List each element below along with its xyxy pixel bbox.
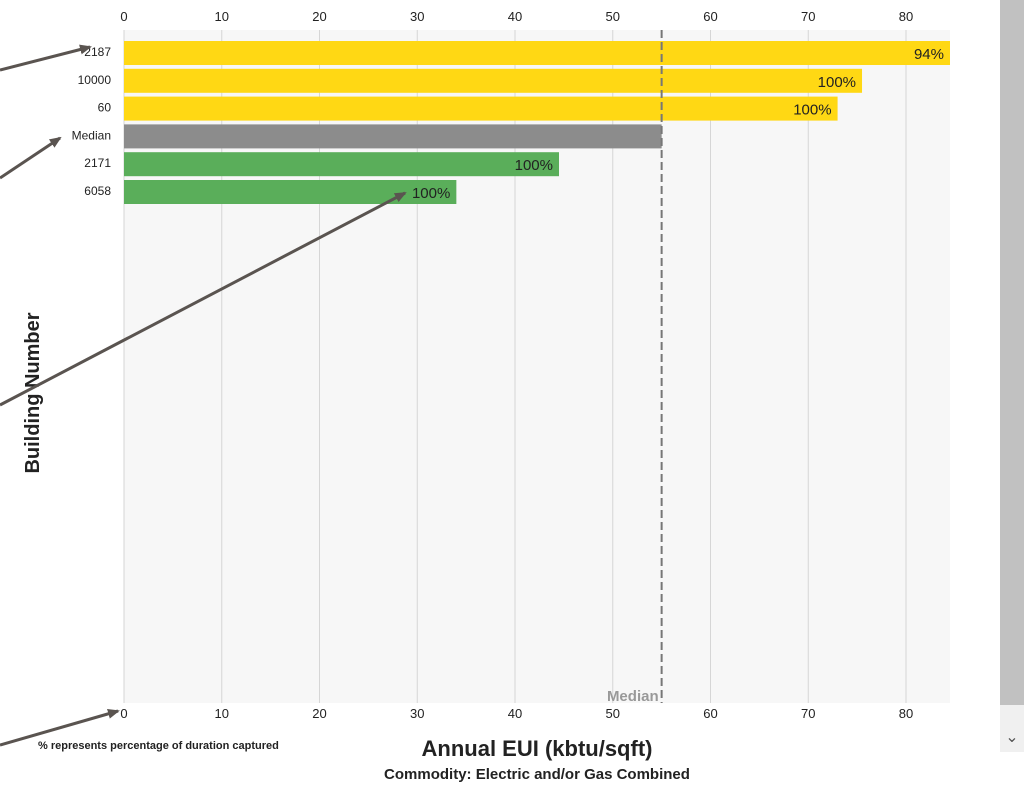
bar-value-label: 100% (515, 157, 553, 174)
category-label: 2171 (84, 156, 111, 170)
median-line-label: Median (607, 688, 659, 705)
x-tick-label-top: 30 (410, 9, 424, 24)
chart: 0 10 20 30 40 50 60 70 80 0 10 20 30 40 50 60 70 80 94% 1… (0, 9, 950, 783)
bottom-axis-ticks: 0 10 20 30 40 50 60 70 80 (120, 706, 913, 721)
bar-value-label: 100% (793, 102, 831, 119)
bar (124, 180, 457, 204)
category-label: Median (72, 128, 111, 142)
x-tick-label-bottom: 20 (312, 706, 326, 721)
y-axis-title: Building Number (22, 312, 44, 473)
bar (124, 96, 838, 121)
bar (124, 124, 662, 149)
x-tick-label-bottom: 50 (606, 706, 620, 721)
x-tick-label-top: 70 (801, 9, 815, 24)
x-tick-label-top: 80 (899, 9, 913, 24)
vertical-scrollbar[interactable]: ⌄ (1000, 0, 1024, 752)
annotation-arrow (0, 136, 62, 180)
bar-value-label: 100% (818, 74, 856, 91)
top-axis-ticks: 0 10 20 30 40 50 60 70 80 (120, 9, 913, 24)
category-label: 6058 (84, 184, 111, 198)
footnote: % represents percentage of duration capt… (38, 740, 279, 752)
x-tick-label-bottom: 10 (215, 706, 229, 721)
chart-subtitle: Commodity: Electric and/or Gas Combined (384, 766, 690, 783)
bar (124, 41, 950, 65)
bar-value-label: 100% (412, 185, 450, 202)
scrollbar-thumb[interactable] (1000, 0, 1024, 705)
x-tick-label-top: 10 (215, 9, 229, 24)
chevron-down-icon[interactable]: ⌄ (1005, 727, 1019, 746)
x-tick-label-bottom: 0 (120, 706, 127, 721)
x-tick-label-bottom: 30 (410, 706, 424, 721)
x-tick-label-top: 0 (120, 9, 127, 24)
bar (124, 152, 559, 177)
annotation-arrow (0, 708, 120, 747)
x-tick-label-top: 20 (312, 9, 326, 24)
annotation-arrow (0, 44, 92, 72)
x-tick-label-bottom: 60 (703, 706, 717, 721)
x-tick-label-bottom: 80 (899, 706, 913, 721)
x-axis-title: Annual EUI (kbtu/sqft) (422, 736, 653, 761)
bar (124, 68, 863, 93)
bars: 94% 100% 100% 100% 100% (124, 41, 950, 204)
x-tick-label-top: 50 (606, 9, 620, 24)
x-tick-label-top: 40 (508, 9, 522, 24)
x-tick-label-bottom: 40 (508, 706, 522, 721)
bar-value-label: 94% (914, 46, 944, 63)
x-tick-label-top: 60 (703, 9, 717, 24)
annotation-arrow (0, 191, 407, 407)
category-label: 10000 (78, 73, 112, 87)
category-label: 60 (98, 101, 112, 115)
x-tick-label-bottom: 70 (801, 706, 815, 721)
